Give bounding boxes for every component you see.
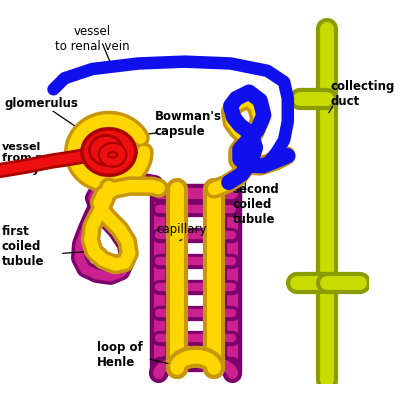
Text: second
coiled
tubule: second coiled tubule <box>232 183 279 226</box>
Text: vessel
from renal
artery: vessel from renal artery <box>2 142 68 175</box>
Text: capillary: capillary <box>157 223 207 236</box>
Text: first
coiled
tubule: first coiled tubule <box>2 225 44 268</box>
Text: glomerulus: glomerulus <box>5 97 78 110</box>
Text: collecting
duct: collecting duct <box>330 80 394 108</box>
Text: Bowman's
capsule: Bowman's capsule <box>155 110 222 138</box>
Text: vessel
to renal vein: vessel to renal vein <box>55 25 130 53</box>
Text: loop of
Henle: loop of Henle <box>97 341 143 369</box>
